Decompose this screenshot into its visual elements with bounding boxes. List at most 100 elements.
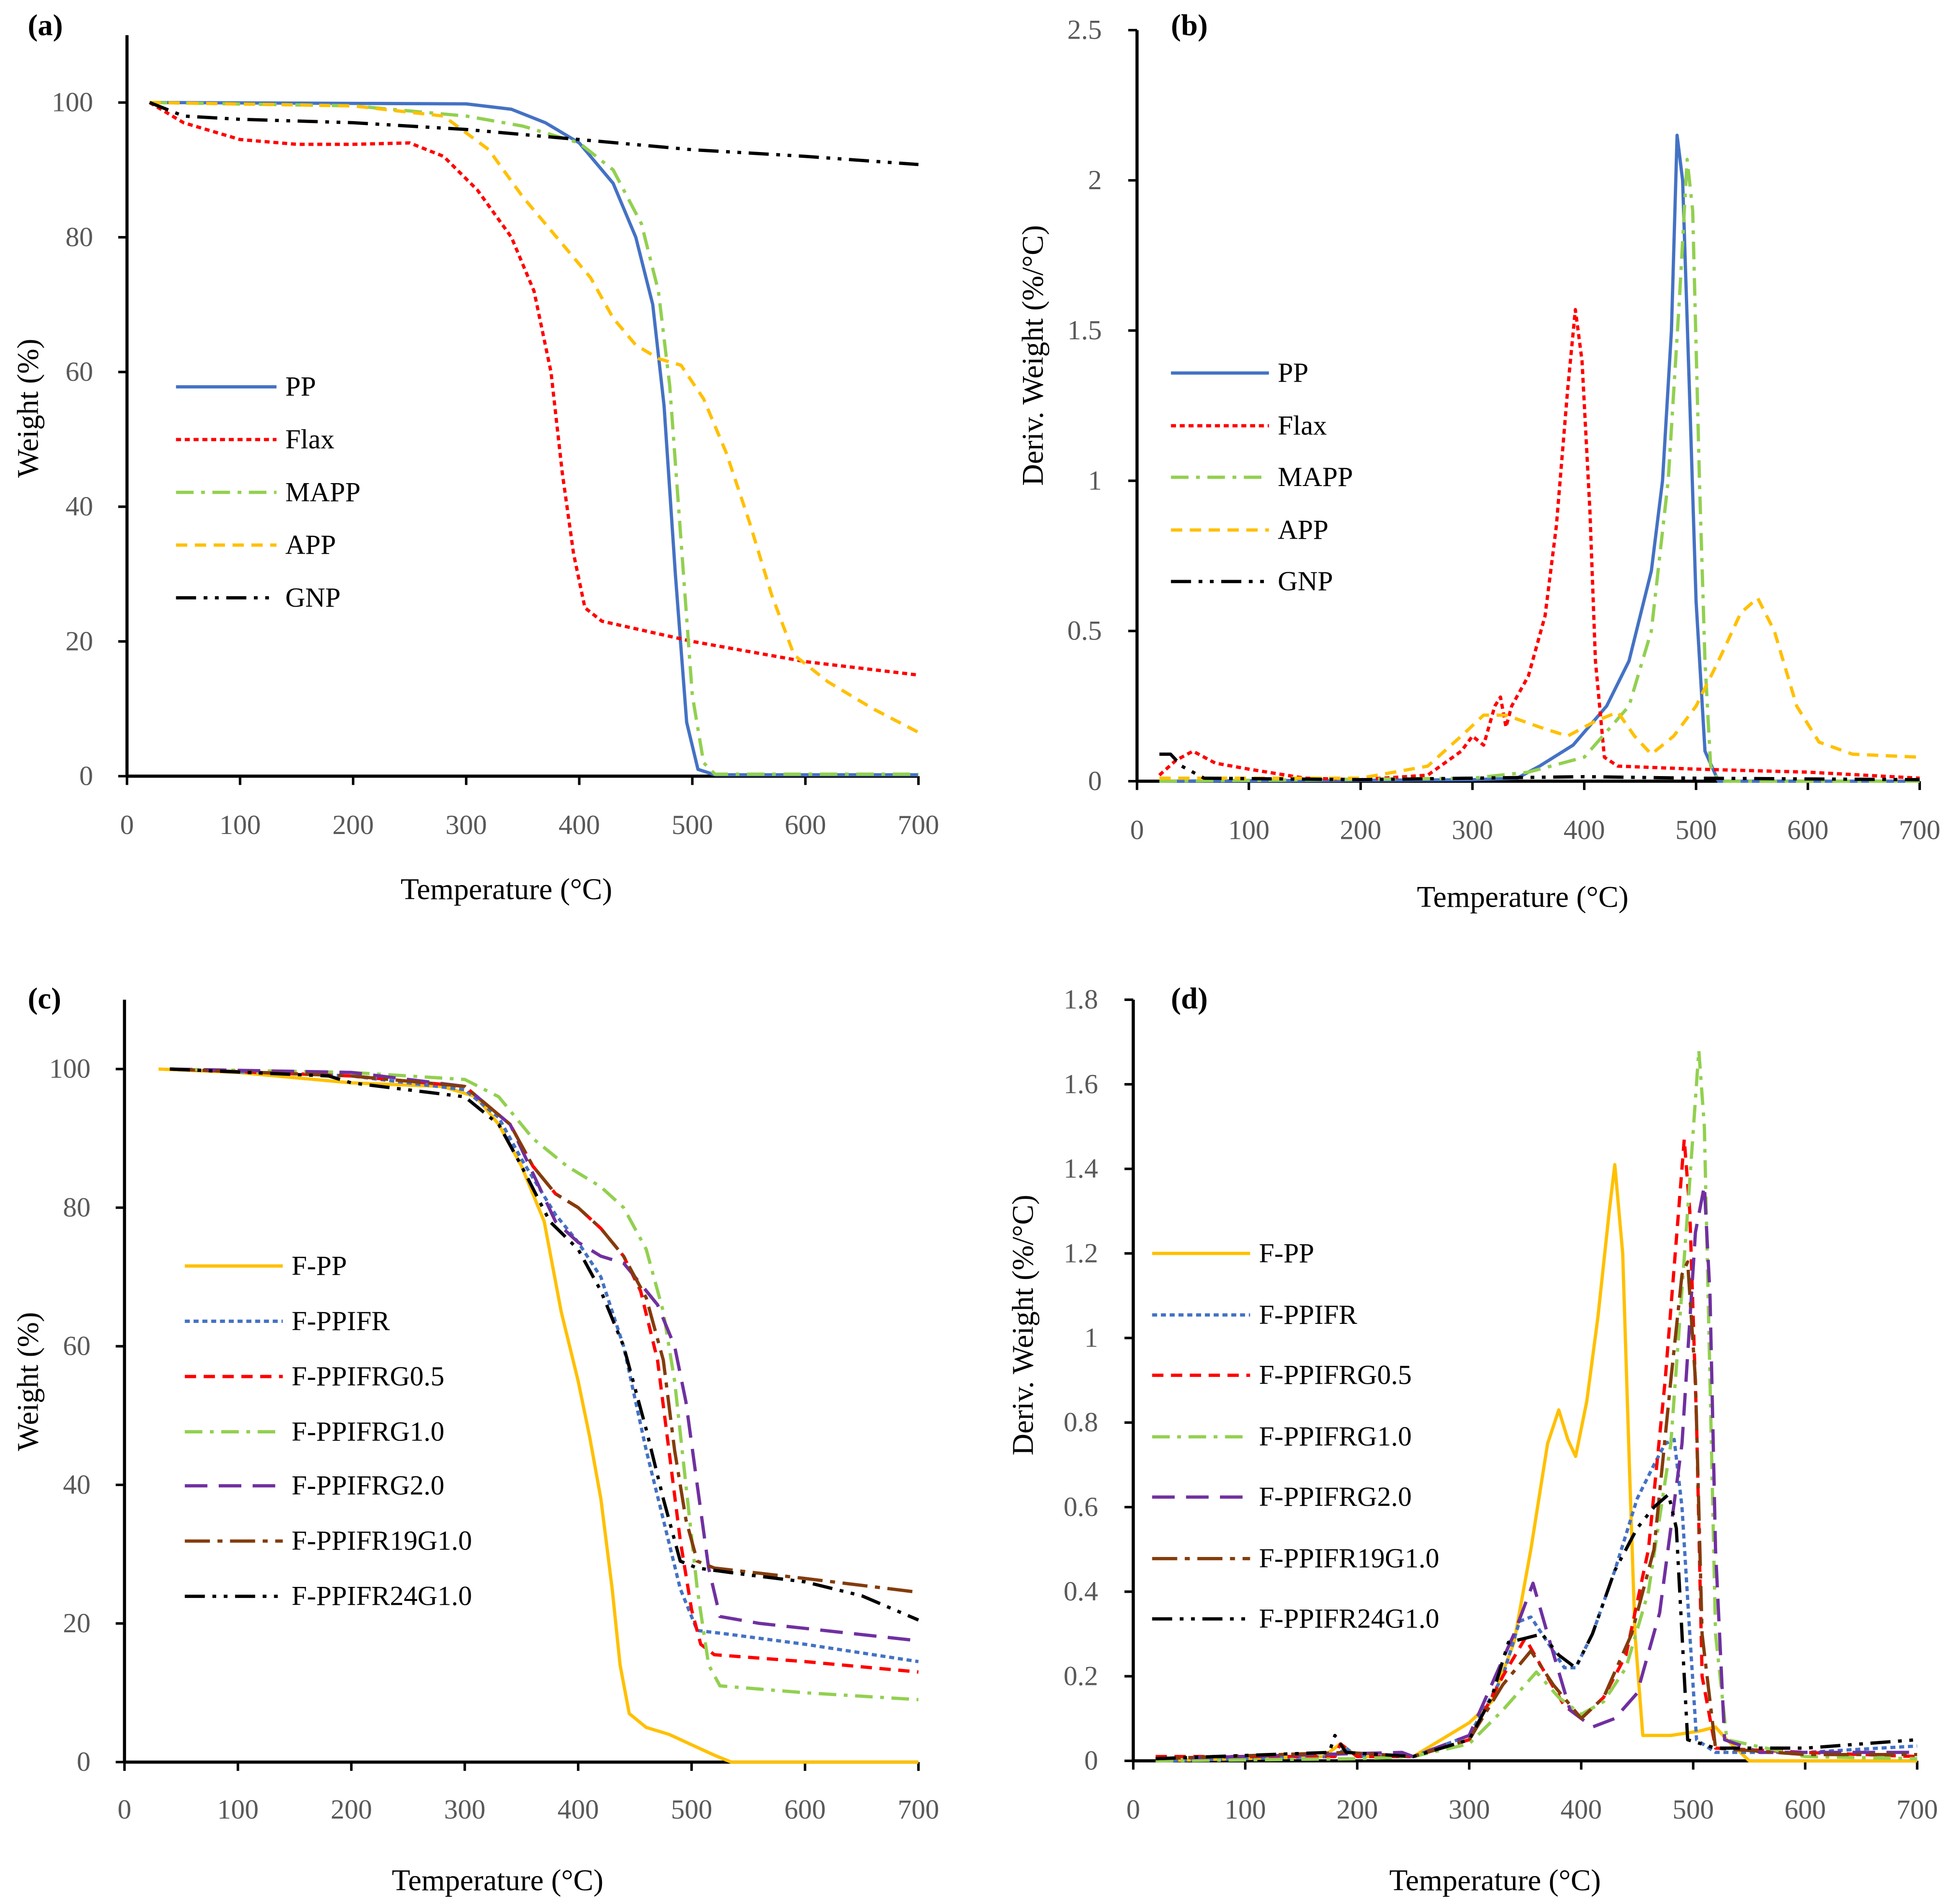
legend-label: PP [285, 372, 316, 402]
y-axis-label: Deriv. Weight (%/°C) [1016, 225, 1050, 486]
x-tick-label: 600 [784, 1794, 826, 1825]
y-tick-label: 0 [1084, 1746, 1098, 1776]
legend-label: F-PPIFRG1.0 [292, 1417, 445, 1447]
x-tick-label: 400 [559, 810, 600, 840]
legend-label: F-PP [1259, 1238, 1315, 1268]
series-line-pp [149, 100, 919, 777]
legend-item: GNP [1171, 566, 1333, 597]
y-tick-label: 0 [77, 1747, 91, 1777]
legend-item: APP [1171, 514, 1329, 545]
series-line-f-ppifr19g1-0 [169, 1067, 919, 1594]
legend-item: F-PPIFR24G1.0 [1152, 1604, 1440, 1634]
series-line-gnp [1159, 752, 1920, 781]
y-tick-label: 1.4 [1064, 1154, 1098, 1184]
legend-item: F-PPIFR24G1.0 [184, 1581, 472, 1612]
series-line-flax [149, 101, 919, 677]
y-tick-label: 0 [79, 761, 93, 791]
x-tick-label: 500 [672, 810, 713, 840]
y-tick-label: 1 [1088, 465, 1102, 496]
x-tick-label: 400 [1564, 815, 1605, 845]
legend-item: F-PPIFR [184, 1306, 390, 1336]
y-axis-label: Weight (%) [11, 339, 44, 478]
legend-label: F-PPIFRG1.0 [1259, 1421, 1412, 1452]
x-tick-label: 200 [1340, 815, 1382, 845]
x-tick-label: 0 [118, 1794, 132, 1825]
panel-d: 0 100 200 300 400 500 600 700 0 0.2 0.4 0.6 0.8 1 1.2 1… [1006, 982, 1938, 1897]
y-tick-label: 40 [63, 1470, 90, 1500]
legend-item: APP [176, 530, 336, 560]
x-axis-label: Temperature (°C) [392, 1863, 603, 1897]
legend-item: PP [176, 372, 316, 402]
y-tick-label: 0.8 [1064, 1407, 1098, 1438]
legend-label: F-PP [292, 1251, 347, 1281]
x-tick-label: 200 [333, 810, 374, 840]
x-tick-label: 500 [1672, 1794, 1714, 1825]
y-axis-label: Weight (%) [11, 1312, 44, 1451]
y-tick-label: 100 [49, 1054, 91, 1084]
series-line-f-ppifr24g1-0 [1155, 1493, 1918, 1761]
panel-a: 0 100 200 300 400 500 600 700 0 20 40 60 80 100 Temper… [11, 8, 939, 906]
x-tick-label: 500 [1675, 815, 1717, 845]
legend-label: Flax [285, 424, 335, 455]
series-line-gnp [149, 101, 919, 167]
legend-label: MAPP [285, 477, 361, 507]
x-tick-label: 500 [671, 1794, 713, 1825]
legend-item: F-PP [184, 1251, 347, 1281]
series-line-f-ppifr [169, 1067, 919, 1664]
series-line-f-pp [1155, 1163, 1918, 1763]
x-axis-label: Temperature (°C) [401, 872, 612, 906]
x-tick-label: 100 [1228, 815, 1270, 845]
y-tick-label: 2.5 [1067, 15, 1102, 45]
legend-item: F-PPIFR [1152, 1300, 1358, 1330]
legend-label: F-PPIFR [1259, 1300, 1358, 1330]
x-tick-label: 300 [1452, 815, 1493, 845]
y-tick-label: 0.5 [1067, 616, 1102, 646]
x-tick-label: 400 [1560, 1794, 1602, 1825]
legend-item: F-PPIFRG2.0 [184, 1471, 444, 1501]
y-tick-label: 0.4 [1064, 1576, 1098, 1607]
legend-item: F-PPIFRG1.0 [1152, 1421, 1412, 1452]
x-tick-label: 100 [1225, 1794, 1266, 1825]
legend-item: Flax [1171, 410, 1327, 441]
x-tick-label: 600 [784, 810, 826, 840]
x-tick-label: 200 [1336, 1794, 1378, 1825]
legend-label: F-PPIFR24G1.0 [1259, 1604, 1440, 1634]
x-tick-label: 200 [331, 1794, 372, 1825]
legend-item: F-PPIFRG1.0 [184, 1417, 445, 1447]
y-tick-label: 1 [1084, 1322, 1098, 1353]
legend-item: MAPP [176, 477, 361, 507]
series-line-f-ppifr24g1-0 [169, 1067, 919, 1622]
y-tick-label: 0 [1088, 766, 1102, 796]
y-tick-label: 0.2 [1064, 1661, 1098, 1691]
y-tick-label: 20 [63, 1608, 90, 1639]
series-line-mapp [149, 100, 919, 776]
x-tick-label: 100 [217, 1794, 259, 1825]
y-tick-label: 1.2 [1064, 1238, 1098, 1268]
panel-label: (a) [28, 8, 63, 42]
legend-label: APP [285, 530, 336, 560]
legend-label: Flax [1278, 410, 1327, 441]
series-line-f-ppifrg0-5 [169, 1067, 919, 1674]
series-line-f-ppifr19g1-0 [1155, 1260, 1918, 1761]
legend-label: F-PPIFR19G1.0 [1259, 1543, 1440, 1574]
x-tick-label: 600 [1787, 815, 1829, 845]
x-tick-label: 700 [898, 1794, 939, 1825]
panel-label: (c) [28, 982, 61, 1015]
y-tick-label: 60 [63, 1331, 90, 1362]
y-tick-label: 2 [1088, 165, 1102, 195]
legend-label: F-PPIFRG0.5 [292, 1361, 445, 1391]
x-tick-label: 700 [1896, 1794, 1938, 1825]
legend-item: Flax [176, 424, 335, 455]
y-tick-label: 40 [66, 491, 93, 522]
legend-label: F-PPIFRG0.5 [1259, 1360, 1412, 1390]
legend-item: F-PPIFRG0.5 [184, 1361, 445, 1391]
legend-label: F-PPIFR19G1.0 [292, 1526, 472, 1556]
y-tick-label: 20 [66, 626, 93, 656]
x-tick-label: 0 [1130, 815, 1144, 845]
legend-label: APP [1278, 514, 1329, 545]
y-tick-label: 1.8 [1064, 985, 1098, 1015]
y-tick-label: 1.6 [1064, 1069, 1098, 1099]
y-tick-label: 80 [66, 222, 93, 252]
series-line-app [1159, 596, 1920, 780]
legend-item: F-PPIFR19G1.0 [1152, 1543, 1440, 1574]
